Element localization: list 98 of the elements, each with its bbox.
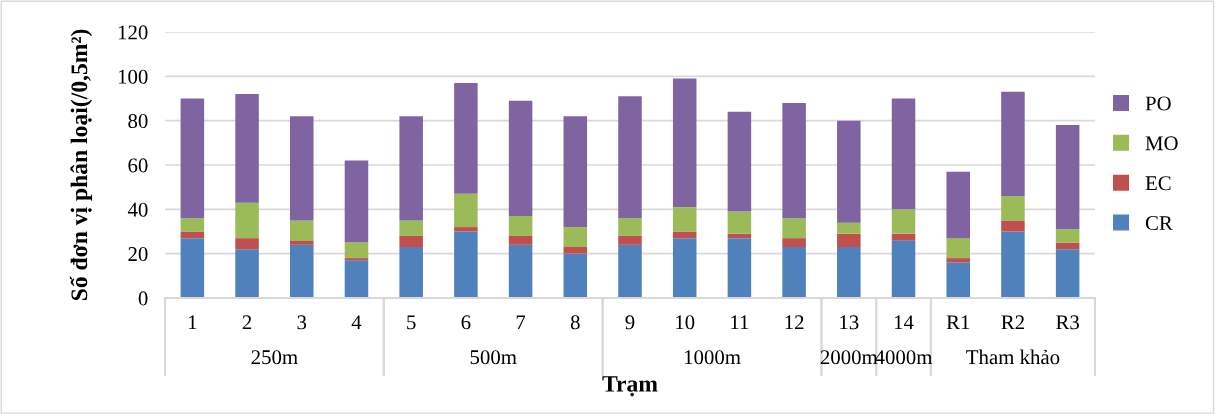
x-tick-label: R2	[1001, 315, 1024, 330]
bar	[837, 120, 861, 223]
bar	[891, 98, 916, 210]
x-tick-label: 1	[188, 315, 197, 330]
text: 2000m	[820, 350, 878, 365]
bar	[946, 238, 970, 259]
x-tick-label: 12	[785, 315, 804, 330]
bar	[1001, 220, 1025, 232]
bar	[782, 102, 806, 219]
y-axis-title: Số đơn vị phân loại(/0,5m²)	[69, 29, 93, 301]
bar	[1001, 91, 1025, 197]
bar	[672, 207, 697, 232]
bar	[508, 235, 533, 245]
bar	[508, 215, 533, 236]
x-tick-label: R1	[946, 315, 970, 330]
x-tick-label: R3	[1056, 315, 1079, 330]
bar	[563, 247, 588, 254]
bar	[399, 220, 423, 236]
y-tick-label: 40	[127, 202, 148, 217]
bar	[563, 116, 588, 228]
bar	[235, 94, 259, 203]
bar	[399, 116, 423, 221]
bar	[454, 82, 478, 194]
bar	[618, 218, 642, 236]
legend-label: MO	[1145, 136, 1178, 151]
bar	[508, 100, 533, 216]
bar	[344, 260, 369, 298]
bar	[399, 235, 423, 248]
x-tick-label: 4	[351, 315, 362, 330]
x-tick-label: 3	[297, 315, 307, 330]
bar	[727, 211, 752, 234]
bar	[782, 238, 806, 248]
bar	[891, 209, 916, 234]
bar	[235, 249, 259, 298]
bar	[837, 247, 861, 298]
legend-label: EC	[1145, 176, 1171, 191]
bar	[946, 258, 970, 263]
bar	[235, 238, 259, 250]
bar	[180, 218, 205, 232]
bar	[1001, 231, 1025, 298]
bar	[344, 160, 369, 243]
text: 500m	[470, 350, 517, 365]
bar	[454, 227, 478, 232]
bar	[180, 98, 205, 219]
bar	[290, 244, 314, 298]
y-tick-label: 60	[128, 158, 148, 173]
x-tick-label: 2	[242, 315, 252, 330]
text: 1000m	[684, 350, 741, 365]
x-axis-title: Trạm	[602, 376, 658, 397]
x-tick-label: 6	[461, 315, 471, 330]
y-tick-label: 120	[118, 25, 148, 40]
y-tick-label: 0	[138, 291, 148, 306]
y-tick-label: 80	[128, 114, 148, 129]
bar	[891, 240, 916, 298]
bar	[454, 193, 478, 228]
bar	[290, 240, 314, 245]
legend-label: PO	[1145, 96, 1171, 111]
y-tick-label: 100	[118, 69, 148, 84]
x-tick-label: 5	[407, 315, 416, 330]
bar	[344, 242, 369, 259]
bar	[454, 231, 478, 298]
bar	[1055, 229, 1080, 243]
bar	[672, 238, 697, 298]
bar	[618, 96, 642, 219]
text: 250m	[251, 350, 298, 365]
text: Tham khảo	[966, 349, 1060, 365]
bar	[782, 218, 806, 239]
bar	[508, 244, 533, 298]
bar	[290, 116, 314, 221]
bar	[946, 262, 970, 298]
bar	[727, 111, 752, 212]
legend-label: CR	[1145, 216, 1173, 231]
bar	[618, 235, 642, 245]
bar	[837, 233, 861, 248]
bar	[618, 244, 642, 298]
x-tick-label: 9	[625, 315, 635, 330]
bar	[837, 222, 861, 234]
bar	[1055, 125, 1080, 230]
x-tick-label: 14	[894, 315, 914, 330]
bar	[1055, 249, 1080, 298]
x-tick-label: 10	[676, 315, 695, 330]
x-tick-label: 13	[840, 315, 859, 330]
bar	[1001, 196, 1025, 221]
bar	[727, 238, 752, 298]
bar	[399, 247, 423, 298]
bar	[235, 202, 259, 239]
bar	[946, 171, 970, 239]
x-tick-label: 11	[731, 315, 749, 330]
bar	[180, 238, 205, 298]
bar	[290, 220, 314, 241]
x-tick-label: 7	[516, 315, 526, 330]
bar	[672, 78, 697, 208]
x-tick-label: 8	[570, 315, 580, 330]
y-tick-label: 20	[128, 247, 148, 262]
bar	[563, 227, 588, 248]
bar	[782, 247, 806, 298]
bar	[563, 253, 588, 298]
text: 4000m	[875, 350, 933, 365]
